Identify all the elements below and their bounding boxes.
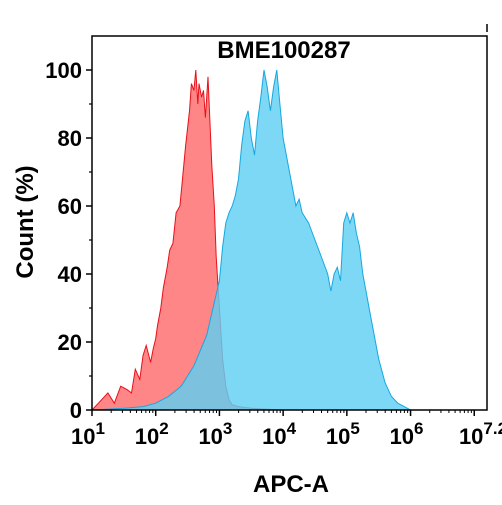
- y-tick-label: 0: [70, 398, 82, 423]
- y-tick-label: 40: [58, 262, 82, 287]
- y-axis: 0 20 40 60 80 100: [45, 58, 92, 423]
- x-tick-label: 105: [326, 419, 360, 449]
- y-tick-label: 80: [58, 126, 82, 151]
- plot-frame: [91, 35, 488, 411]
- x-tick-label: 106: [390, 419, 424, 449]
- y-axis-label: Count (%): [12, 165, 39, 278]
- x-axis: 101 102 103 104 105 106 107.2: [71, 410, 502, 449]
- x-tick-label: 102: [135, 419, 169, 449]
- x-tick-label: 104: [262, 419, 296, 449]
- x-tick-label: 101: [71, 419, 105, 449]
- x-tick-label: 107.2: [459, 419, 502, 449]
- y-tick-label: 100: [45, 58, 82, 83]
- x-tick-label: 103: [198, 419, 232, 449]
- histogram-series-2: [91, 69, 411, 411]
- y-tick-label: 60: [58, 194, 82, 219]
- x-axis-label: APC-A: [253, 471, 329, 498]
- chart-title: BME100287: [217, 37, 350, 64]
- y-tick-label: 20: [58, 330, 82, 355]
